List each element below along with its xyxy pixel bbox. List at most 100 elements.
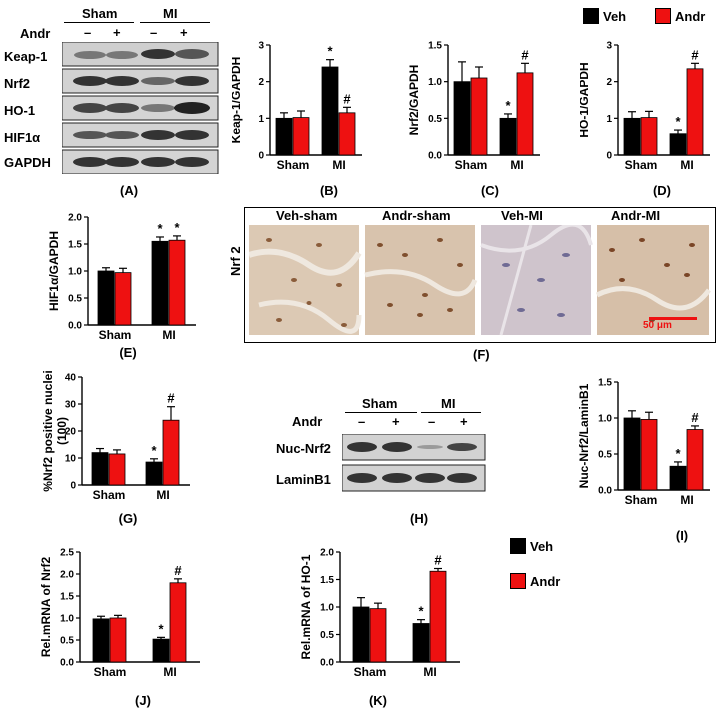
significance-mark-d-0: * [675,114,681,129]
bar-chart-g: 0 10 20 30 40 Sham MI * # %Nrf2 positive nuclei (1… [41,370,190,526]
y-tick-label-k-3: 1.5 [320,575,334,586]
wb-a-gapdh-strip [62,149,219,174]
panel-label-h: (H) [410,511,429,526]
y-axis-label-g: %Nrf2 positive nuclei [41,370,55,491]
bar-b-andr-mi [338,112,356,156]
micro-frame [244,207,716,343]
y-tick-label-e-0: 0.0 [68,321,82,332]
wb-a-treat-label: Andr [20,26,51,41]
wb-h-treat-label: Andr [292,414,323,429]
bar-chart-c: 0.0 0.5 1.0 1.5 Sham MI * # Nrf2/GAPDH (C) [408,41,540,198]
y-tick-label-c-1: 0.5 [428,114,442,125]
micro-images [249,225,711,336]
category-label-g-0: Sham [93,488,126,502]
wb-a-sham-line [64,22,134,23]
micro-title-1: Veh-sham [276,208,338,223]
category-label-k-1: MI [423,665,436,679]
panel-label-g: (G) [119,511,138,526]
y-tick-label-b-0: 0 [258,151,264,162]
category-label-j-0: Sham [94,665,127,679]
wb-h-strips [342,434,486,492]
y-tick-label-k-0: 0.0 [320,658,334,669]
wb-a-nrf2-strip [62,68,219,94]
category-label-g-1: MI [156,488,169,502]
y-axis-label-j: Rel.mRNA of Nrf2 [39,557,53,658]
category-label-i-1: MI [680,493,693,507]
significance-mark-i-0: * [675,446,681,461]
bar-d-veh-mi [669,133,687,156]
wb-h-mark-1: – [358,414,366,429]
wb-h-mi-line [421,412,481,413]
bar-c-veh-mi [499,117,517,156]
y-tick-label-i-3: 1.5 [598,378,612,389]
legend2-veh-label: Veh [530,538,554,554]
wb-a-mark-2: + [113,25,121,40]
category-label-k-0: Sham [354,665,387,679]
bar-chart-i: 0.0 0.5 1.0 1.5 Sham MI * # Nuc-Nrf2/LaminB1 (I) [578,378,710,543]
veh-swatch [583,8,599,24]
y-axis-label-d: HO-1/GAPDH [580,62,591,137]
y-axis-label-c: Nrf2/GAPDH [408,65,421,136]
y-tick-label-e-4: 2.0 [68,213,82,224]
wb-a-sham-label: Sham [82,6,118,21]
legend2-andr-label: Andr [530,573,561,589]
bar-i-veh-sham [623,417,641,491]
bar-e-veh-sham [97,270,115,326]
wb-a-mi-line [140,22,210,23]
y-axis-label-b: Keap-1/GAPDH [232,57,243,144]
category-label-e-1: MI [162,328,175,342]
significance-mark-c-0: * [505,98,511,113]
wb-a-mark-4: + [180,25,188,40]
category-label-d-1: MI [680,158,693,172]
significance-mark-b-1: # [343,91,351,106]
bar-b-andr-sham [292,117,310,156]
y-tick-label-d-3: 3 [606,41,612,52]
bar-g-veh-sham [91,452,109,486]
panel-label-c: (C) [481,183,499,198]
y-tick-label-g-0: 0 [70,481,76,492]
bar-chart-j: 0.0 0.5 1.0 1.5 2.0 2.5 Sham MI * # Rel.mRNA of Nr… [39,548,200,708]
wb-a-row-3: HO-1 [4,103,36,118]
bar-j-andr-sham [109,617,127,663]
bar-c-veh-sham [453,81,471,156]
legend2-veh: Veh [510,538,553,554]
significance-mark-e-1: * [174,220,180,235]
micro-title-4: Andr-MI [611,208,661,223]
wb-h-nucnrf2-strip [342,434,486,461]
significance-mark-g-0: * [151,443,157,458]
y-tick-label-d-1: 1 [606,114,612,125]
y-tick-label-k-4: 2.0 [320,548,334,559]
bar-g-veh-mi [145,461,163,486]
veh-swatch-2 [510,538,526,554]
wb-a-hif1a-strip [62,122,219,148]
category-label-j-1: MI [163,665,176,679]
bar-i-andr-sham [640,419,658,491]
micro-title-2: Andr-sham [382,208,451,223]
category-label-i-0: Sham [625,493,658,507]
wb-a-ho1-strip [62,95,219,121]
andr-swatch [655,8,671,24]
y-tick-label-g-4: 40 [65,373,77,384]
wb-a-row-4: HIF1α [4,130,41,145]
y-tick-label-e-3: 1.5 [68,240,82,251]
significance-mark-i-1: # [691,410,699,425]
legend-andr-label: Andr [675,8,706,24]
y-tick-label-j-1: 0.5 [60,636,74,647]
y-tick-label-e-1: 0.5 [68,294,82,305]
y-tick-label-j-3: 1.5 [60,592,74,603]
y-tick-label-g-2: 20 [65,427,77,438]
y-tick-label-b-3: 3 [258,41,264,52]
category-label-d-0: Sham [625,158,658,172]
panel-label-j: (J) [135,693,151,708]
y-axis-label2-g: (100) [55,417,69,445]
bar-e-andr-sham [114,272,132,326]
bar-k-andr-sham [369,608,387,663]
legend2-andr: Andr [510,573,560,589]
y-tick-label-k-2: 1.0 [320,603,334,614]
bar-chart-b: 0 1 2 3 Sham MI * # Keap-1/GAPDH (B) [232,41,362,198]
legend-veh-label: Veh [603,8,627,24]
panel-label-b: (B) [320,183,338,198]
y-tick-label-d-0: 0 [606,151,612,162]
y-tick-label-c-0: 0.0 [428,151,442,162]
wb-a-row-2: Nrf2 [4,76,31,91]
